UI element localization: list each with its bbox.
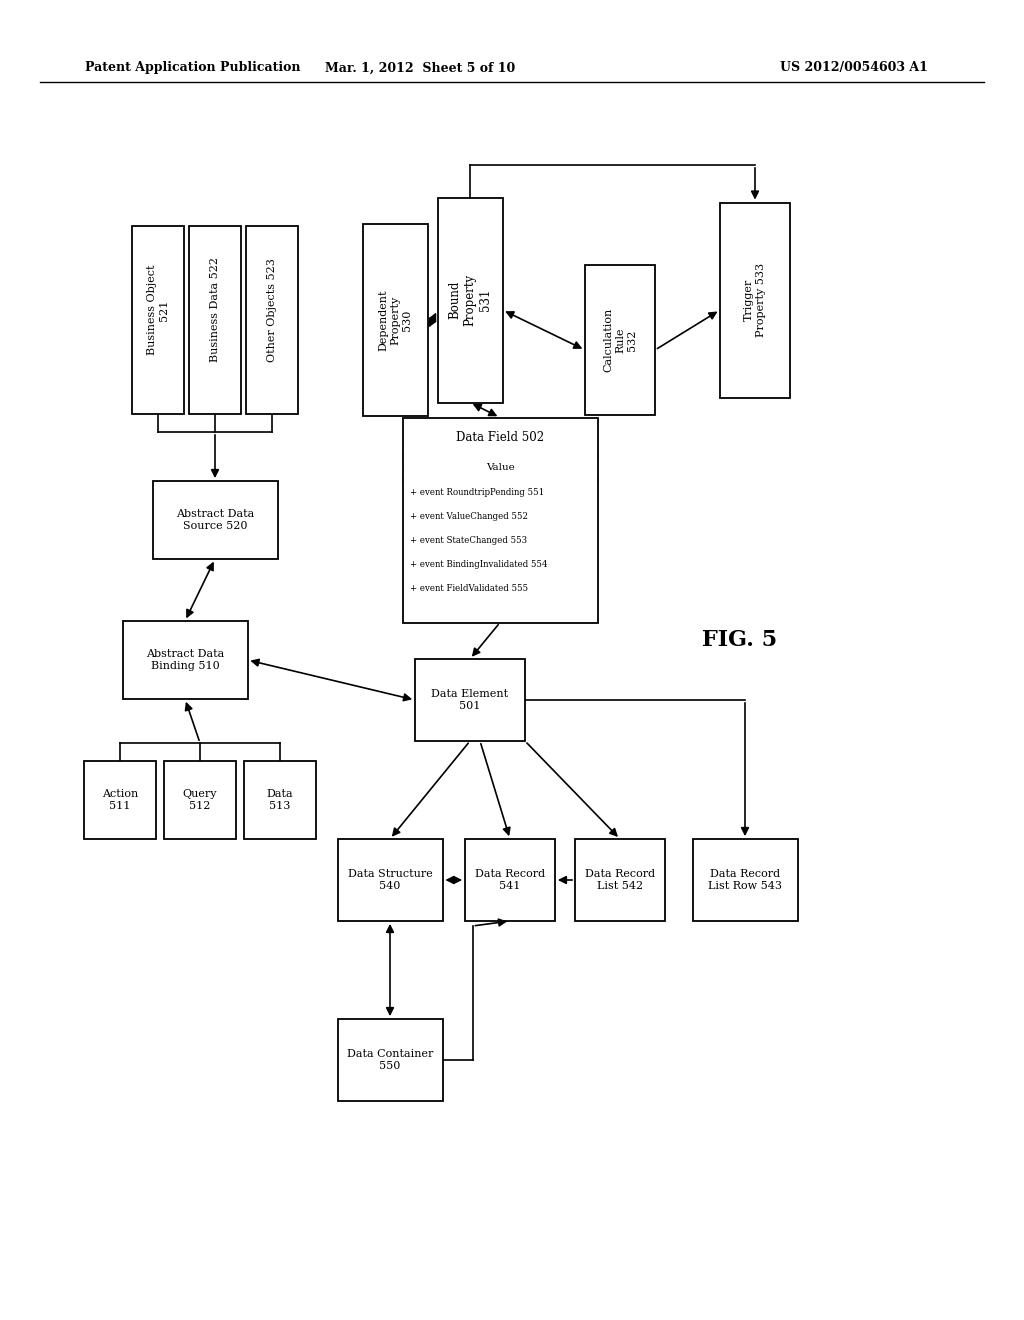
- Bar: [575, 840, 665, 921]
- Text: Business Object
521: Business Object 521: [147, 265, 169, 355]
- Text: Data Container
550: Data Container 550: [347, 1049, 433, 1071]
- Text: Query
512: Query 512: [182, 789, 217, 810]
- Bar: [415, 659, 525, 741]
- Text: US 2012/0054603 A1: US 2012/0054603 A1: [780, 62, 928, 74]
- Text: Abstract Data
Binding 510: Abstract Data Binding 510: [145, 649, 224, 671]
- Text: Dependent
Property
530: Dependent Property 530: [379, 289, 412, 351]
- Bar: [437, 198, 503, 403]
- Bar: [465, 840, 555, 921]
- Bar: [362, 224, 427, 416]
- Bar: [164, 762, 236, 840]
- Text: Abstract Data
Source 520: Abstract Data Source 520: [176, 510, 254, 531]
- Text: Data Structure
540: Data Structure 540: [347, 869, 432, 891]
- Text: Data Record
List Row 543: Data Record List Row 543: [708, 869, 782, 891]
- Bar: [153, 480, 278, 558]
- Text: Data
513: Data 513: [266, 789, 293, 810]
- Bar: [720, 202, 790, 397]
- Bar: [246, 226, 298, 414]
- Bar: [123, 620, 248, 700]
- Text: Business Data 522: Business Data 522: [210, 257, 220, 363]
- Text: + event FieldValidated 555: + event FieldValidated 555: [411, 583, 528, 593]
- Bar: [244, 762, 316, 840]
- Text: Data Field 502: Data Field 502: [456, 432, 544, 444]
- Text: Other Objects 523: Other Objects 523: [267, 259, 278, 362]
- Text: Value: Value: [485, 463, 514, 473]
- Bar: [132, 226, 184, 414]
- Bar: [402, 417, 597, 623]
- Text: + event BindingInvalidated 554: + event BindingInvalidated 554: [411, 560, 548, 569]
- Bar: [189, 226, 241, 414]
- Text: Calculation
Rule
532: Calculation Rule 532: [603, 308, 637, 372]
- Text: Patent Application Publication: Patent Application Publication: [85, 62, 300, 74]
- Text: + event StateChanged 553: + event StateChanged 553: [411, 536, 527, 545]
- Bar: [338, 1019, 442, 1101]
- Bar: [692, 840, 798, 921]
- Text: Data Record
541: Data Record 541: [475, 869, 545, 891]
- Text: Data Element
501: Data Element 501: [431, 689, 509, 710]
- Text: + event ValueChanged 552: + event ValueChanged 552: [411, 512, 528, 521]
- Text: Bound
Property
531: Bound Property 531: [449, 275, 492, 326]
- Bar: [84, 762, 156, 840]
- Bar: [585, 265, 655, 414]
- Text: Data Record
List 542: Data Record List 542: [585, 869, 655, 891]
- Text: FIG. 5: FIG. 5: [702, 630, 777, 651]
- Text: Mar. 1, 2012  Sheet 5 of 10: Mar. 1, 2012 Sheet 5 of 10: [325, 62, 515, 74]
- Text: Action
511: Action 511: [101, 789, 138, 810]
- Bar: [338, 840, 442, 921]
- Text: + event RoundtripPending 551: + event RoundtripPending 551: [411, 488, 545, 498]
- Text: Trigger
Property 533: Trigger Property 533: [744, 263, 766, 337]
